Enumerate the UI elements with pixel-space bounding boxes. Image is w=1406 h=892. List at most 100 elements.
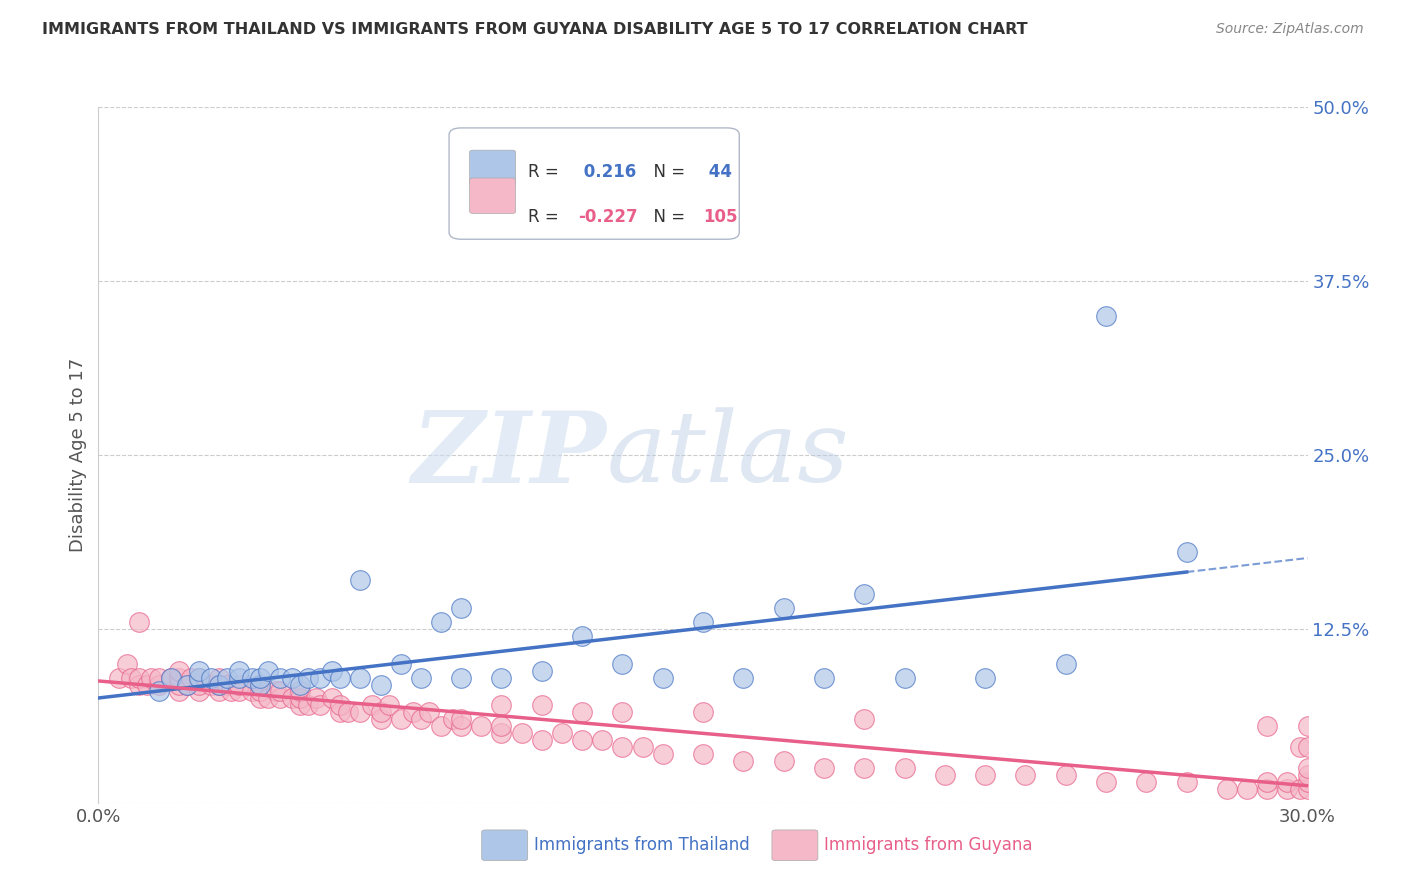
Point <box>1135 775 1157 789</box>
Point <box>612 706 634 720</box>
Point <box>430 615 453 629</box>
Point <box>733 671 755 685</box>
Point <box>228 664 250 678</box>
Point <box>1296 740 1319 755</box>
FancyBboxPatch shape <box>449 128 740 239</box>
FancyBboxPatch shape <box>482 830 527 861</box>
Point <box>450 671 472 685</box>
Point <box>249 691 271 706</box>
Point <box>297 698 319 713</box>
Text: N =: N = <box>643 208 690 226</box>
FancyBboxPatch shape <box>772 830 818 861</box>
Text: Source: ZipAtlas.com: Source: ZipAtlas.com <box>1216 22 1364 37</box>
Point <box>208 684 231 698</box>
Point <box>240 671 263 685</box>
Point <box>148 677 170 691</box>
Point <box>167 671 190 685</box>
Point <box>349 573 371 587</box>
Point <box>249 677 271 691</box>
Point <box>377 698 399 713</box>
Point <box>853 587 876 601</box>
Point <box>591 733 613 747</box>
Point <box>188 671 211 685</box>
Point <box>297 671 319 685</box>
Point <box>402 706 425 720</box>
Point <box>530 664 553 678</box>
Point <box>530 733 553 747</box>
Point <box>176 677 198 691</box>
Point <box>1296 719 1319 733</box>
Point <box>692 615 714 629</box>
Point <box>1216 781 1239 796</box>
Point <box>491 671 513 685</box>
Point <box>188 671 211 685</box>
Point <box>309 671 332 685</box>
Point <box>409 671 432 685</box>
FancyBboxPatch shape <box>470 150 516 186</box>
Point <box>160 671 183 685</box>
Point <box>349 706 371 720</box>
Point <box>1256 719 1278 733</box>
Point <box>281 691 304 706</box>
Point <box>217 671 239 685</box>
Point <box>370 677 392 691</box>
Point <box>389 712 412 726</box>
Point <box>321 691 343 706</box>
Point <box>139 671 162 685</box>
Point <box>1054 768 1077 782</box>
Point <box>128 677 150 691</box>
Point <box>1256 781 1278 796</box>
Point <box>1288 740 1310 755</box>
Point <box>188 677 211 691</box>
Text: ZIP: ZIP <box>412 407 606 503</box>
Point <box>240 684 263 698</box>
Point <box>160 671 183 685</box>
Point <box>853 761 876 775</box>
Point <box>934 768 956 782</box>
Point <box>167 664 190 678</box>
Point <box>1175 775 1198 789</box>
Text: R =: R = <box>527 208 564 226</box>
Point <box>651 747 673 761</box>
Point <box>551 726 574 740</box>
Point <box>256 691 278 706</box>
Point <box>249 671 271 685</box>
Point <box>200 677 222 691</box>
Point <box>288 698 311 713</box>
Point <box>1256 775 1278 789</box>
Point <box>1095 775 1118 789</box>
Point <box>470 719 492 733</box>
Point <box>612 657 634 671</box>
Point <box>491 698 513 713</box>
Point <box>128 671 150 685</box>
Point <box>176 677 198 691</box>
Point <box>208 671 231 685</box>
Point <box>269 671 291 685</box>
Point <box>772 754 794 768</box>
Point <box>249 677 271 691</box>
Point <box>974 671 997 685</box>
Point <box>321 664 343 678</box>
Text: IMMIGRANTS FROM THAILAND VS IMMIGRANTS FROM GUYANA DISABILITY AGE 5 TO 17 CORREL: IMMIGRANTS FROM THAILAND VS IMMIGRANTS F… <box>42 22 1028 37</box>
Point <box>772 601 794 615</box>
Point <box>288 684 311 698</box>
Y-axis label: Disability Age 5 to 17: Disability Age 5 to 17 <box>69 358 87 552</box>
Point <box>115 657 138 671</box>
Point <box>208 677 231 691</box>
Point <box>853 712 876 726</box>
Point <box>974 768 997 782</box>
Text: -0.227: -0.227 <box>578 208 638 226</box>
Point <box>1288 781 1310 796</box>
Point <box>491 726 513 740</box>
Point <box>370 712 392 726</box>
Point <box>120 671 142 685</box>
Point <box>813 761 835 775</box>
Point <box>1296 781 1319 796</box>
Point <box>200 671 222 685</box>
Point <box>409 712 432 726</box>
Point <box>430 719 453 733</box>
Point <box>441 712 464 726</box>
Point <box>208 677 231 691</box>
Point <box>361 698 384 713</box>
Point <box>1236 781 1258 796</box>
